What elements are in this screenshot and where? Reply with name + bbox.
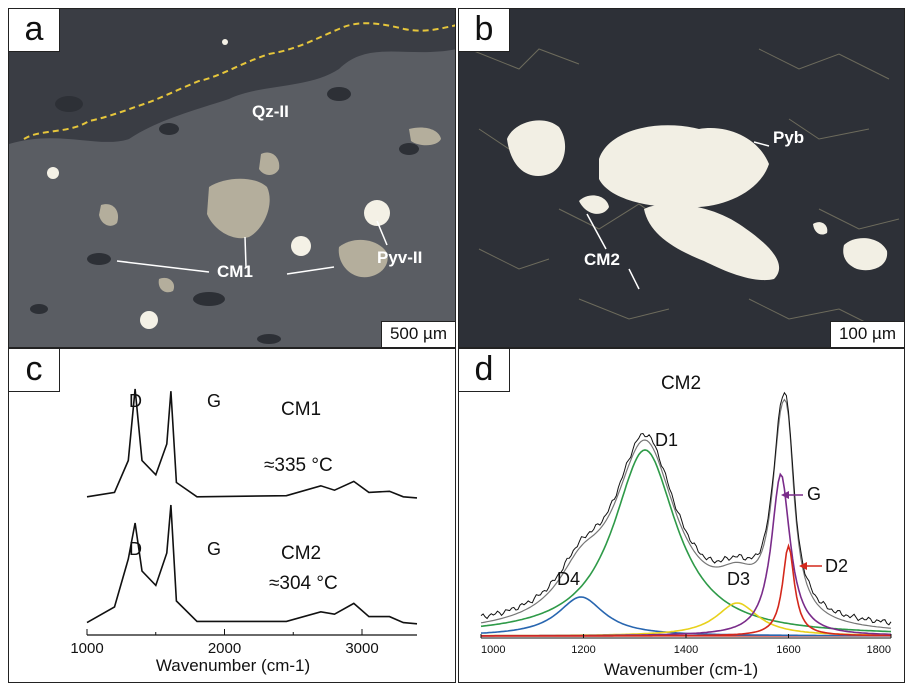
fit-band-d1 [480,449,892,633]
micrograph-panel-b: Pyb CM2 b 100 µm [458,8,905,348]
chart-title: CM2 [661,373,701,394]
fitted-spectrum-panel-d: CM2 1000 1200 1400 1600 1800 D1 D4 D3 G D2 W… [458,348,905,683]
x-tick-label: 1000 [70,640,103,657]
x-tick-label: 2000 [208,640,241,657]
x-axis-label: Wavenumber (cm-1) [604,660,758,679]
cm1-label: CM1 [217,262,253,281]
x-tick-label: 1800 [867,644,891,656]
raman-spectra-chart: 1000 2000 3000 D G CM1 ≈335 °C D G CM2 ≈30… [70,388,418,675]
micrograph-image-a: Qz-II Pyv-II CM1 [9,9,455,347]
temperature-cm1: ≈335 °C [264,455,333,476]
x-tick-label: 1600 [776,644,800,656]
measured-spectrum [480,391,892,626]
cm2-label: CM2 [584,250,620,269]
spectrum-line-cm2 [86,504,418,625]
peak-label-g-cm1: G [207,391,221,411]
scale-bar-b: 100 µm [829,321,904,347]
peak-label-g-cm2: G [207,539,221,559]
arrow-to-d2 [799,562,822,570]
panel-letter-c: c [9,349,60,392]
micrograph-panel-a: Qz-II Pyv-II CM1 a 500 µm [8,8,456,348]
temperature-cm2: ≈304 °C [269,573,338,594]
x-tick-label: 1000 [481,644,505,656]
quartz-vein-boundary [23,22,455,140]
peak-label-g: G [807,484,821,504]
panel-letter-a: a [9,9,60,52]
x-tick-label: 1200 [571,644,595,656]
pyv-ii-label: Pyv-II [377,248,422,267]
x-tick-label: 3000 [345,640,378,657]
qz-ii-label: Qz-II [252,102,289,121]
panel-letter-d: d [459,349,510,392]
spectrum-line-cm1 [86,388,418,499]
spectrum-name-cm1: CM1 [281,399,321,420]
raman-spectra-panel-c: 1000 2000 3000 D G CM1 ≈335 °C D G CM2 ≈30… [8,348,456,683]
fit-band-d3 [481,602,891,637]
pyrite-grain [364,200,390,226]
x-tick-label: 1400 [674,644,698,656]
spectrum-name-cm2: CM2 [281,543,321,564]
cm1-grain [338,239,388,278]
pyrite-grain [507,120,566,176]
peak-label-d1: D1 [655,430,678,450]
fitted-spectrum-chart: CM2 1000 1200 1400 1600 1800 D1 D4 D3 G D2 W… [480,373,892,679]
cm1-grain [207,178,270,239]
pyrite-grain [599,125,769,208]
peak-label-d3: D3 [727,569,750,589]
peak-label-d-cm1: D [129,391,142,411]
peak-label-d2: D2 [825,556,848,576]
fit-envelope [480,398,892,629]
pyb-label: Pyb [773,128,804,147]
panel-letter-b: b [459,9,510,52]
x-axis-label: Wavenumber (cm-1) [156,656,310,675]
arrow-to-g [781,491,803,499]
peak-label-d-cm2: D [129,539,142,559]
micrograph-image-b: Pyb CM2 [459,9,904,347]
peak-label-d4: D4 [557,569,580,589]
scale-bar-a: 500 µm [380,321,455,347]
